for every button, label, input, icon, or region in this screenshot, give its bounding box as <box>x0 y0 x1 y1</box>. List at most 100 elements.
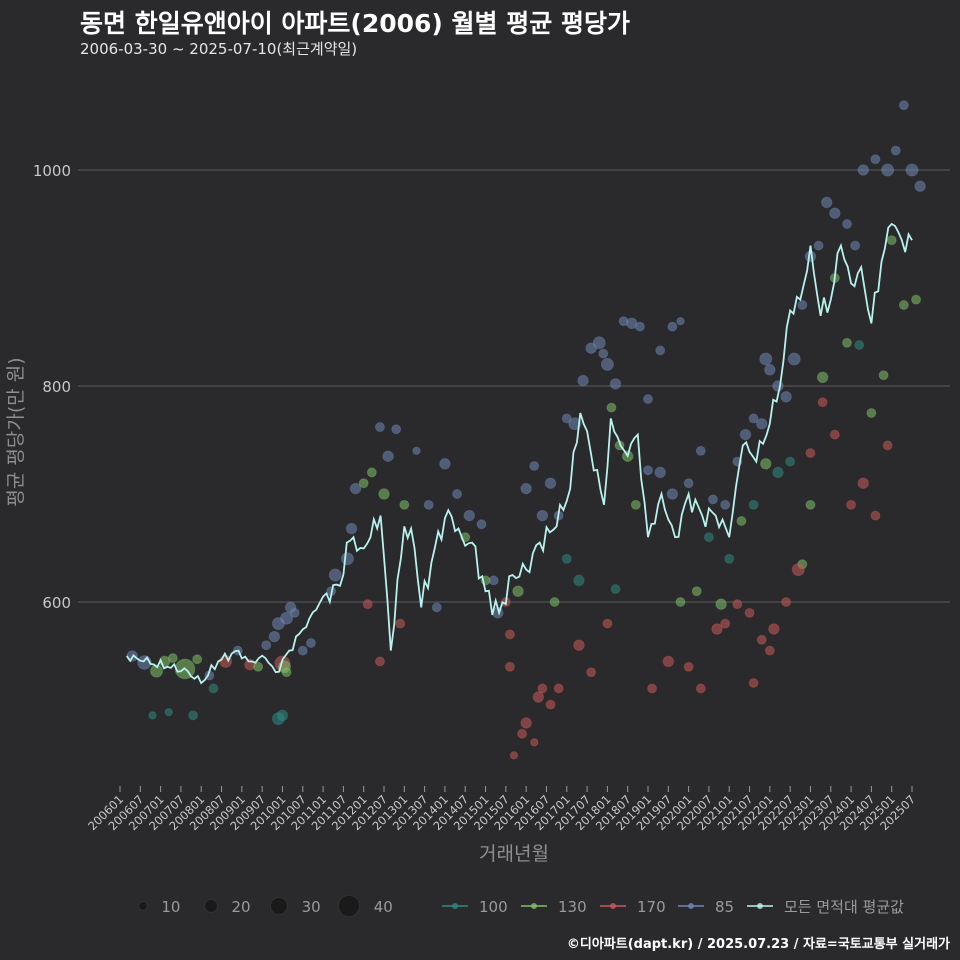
scatter-point <box>720 618 731 629</box>
scatter-point <box>643 393 653 404</box>
legend-marker <box>610 903 616 909</box>
scatter-point <box>399 499 410 510</box>
scatter-point <box>261 640 272 651</box>
scatter-point <box>759 352 773 366</box>
legend-label: 100 <box>479 898 508 916</box>
scatter-point <box>476 519 487 530</box>
scatter-point <box>760 458 772 470</box>
scatter-point <box>544 477 557 489</box>
scatter-point <box>208 683 219 694</box>
scatter-point <box>748 413 759 424</box>
scatter-point <box>772 466 784 479</box>
y-axis-label: 평균 평당가(만 원) <box>5 357 27 506</box>
scatter-point <box>366 467 377 478</box>
scatter-point <box>756 634 767 645</box>
scatter-point <box>358 478 369 489</box>
y-tick-label: 800 <box>42 378 71 396</box>
scatter-point <box>549 597 560 607</box>
scatter-point <box>452 489 463 499</box>
size-legend-label: 10 <box>161 898 180 916</box>
scatter-point <box>488 575 499 586</box>
scatter-point <box>882 440 893 451</box>
scatter-point <box>787 352 801 366</box>
scatter-point <box>695 683 706 694</box>
scatter-point <box>914 180 926 192</box>
scatter-point <box>305 638 316 649</box>
scatter-point <box>280 611 294 625</box>
scatter-point <box>281 667 292 678</box>
scatter-point <box>391 424 402 435</box>
scatter-point <box>829 207 841 219</box>
scatter-point <box>561 413 572 424</box>
scatter-point <box>520 482 532 495</box>
legend-marker <box>452 903 458 909</box>
scatter-point <box>276 709 289 722</box>
scatter-point <box>804 250 817 263</box>
size-legend-circle <box>138 901 148 911</box>
scatter-point <box>602 618 613 629</box>
scatter-point <box>349 482 362 495</box>
scatter-point <box>739 428 752 441</box>
scatter-point <box>666 488 679 500</box>
scatter-point <box>504 629 515 640</box>
scatter-point <box>647 683 658 694</box>
scatter-point <box>654 466 666 479</box>
scatter-point <box>711 623 723 635</box>
scatter-point <box>643 465 653 476</box>
scatter-point <box>695 445 706 456</box>
scatter-point <box>857 477 870 489</box>
scatter-point <box>755 418 768 430</box>
scatter-point <box>662 655 675 668</box>
scatter-point <box>854 339 865 350</box>
scatter-point <box>537 683 548 694</box>
legend-label: 130 <box>558 898 587 916</box>
scatter-point <box>842 219 852 229</box>
scatter-point <box>791 563 805 577</box>
scatter-point <box>520 717 532 729</box>
scatter-point <box>785 456 796 467</box>
size-legend-label: 30 <box>302 898 321 916</box>
scatter-point <box>732 599 743 610</box>
scatter-point <box>708 494 718 505</box>
scatter-point <box>328 568 342 582</box>
scatter-point <box>736 516 747 526</box>
size-legend-circle <box>204 899 218 913</box>
scatter-point <box>561 553 572 564</box>
scatter-point <box>598 348 609 359</box>
scatter-point <box>829 429 840 440</box>
scatter-point <box>720 499 731 510</box>
scatter-point <box>772 380 784 392</box>
scatter-point <box>592 336 606 350</box>
scatter-point <box>382 450 394 462</box>
scatter-point <box>167 653 178 664</box>
x-axis-label: 거래년월 <box>479 843 549 865</box>
scatter-point <box>870 510 881 521</box>
y-axis-ticks: 600 800 1000 <box>33 162 71 612</box>
legend-marker <box>757 903 763 909</box>
scatter-point <box>817 397 828 408</box>
legend: 10 20 30 40 100 130 170 85 모든 면적대 평균값 <box>138 894 904 918</box>
scatter-point <box>780 391 792 403</box>
scatter-points <box>126 100 926 760</box>
scatter-point <box>374 422 385 433</box>
scatter-point <box>676 316 685 326</box>
scatter-point <box>870 154 881 165</box>
scatter-point <box>850 240 861 251</box>
scatter-point <box>691 586 702 597</box>
scatter-point <box>813 240 824 251</box>
scatter-point <box>764 364 776 376</box>
scatter-point <box>150 664 164 678</box>
scatter-point <box>529 460 540 471</box>
scatter-point <box>857 164 870 176</box>
scatter-point <box>878 370 889 381</box>
chart-subtitle: 2006-03-30 ~ 2025-07-10(최근계약일) <box>80 40 358 58</box>
scatter-point <box>768 623 780 635</box>
scatter-point <box>816 371 829 384</box>
scatter-point <box>881 163 895 177</box>
scatter-point <box>890 145 901 156</box>
scatter-point <box>509 751 519 760</box>
scatter-point <box>431 602 442 613</box>
scatter-point <box>340 552 354 566</box>
source-caption: ©디아파트(dapt.kr) / 2025.07.23 / 자료=국토교통부 실… <box>566 937 950 952</box>
chart-title: 동면 한일유앤아이 아파트(2006) 월별 평균 평당가 <box>80 9 630 38</box>
